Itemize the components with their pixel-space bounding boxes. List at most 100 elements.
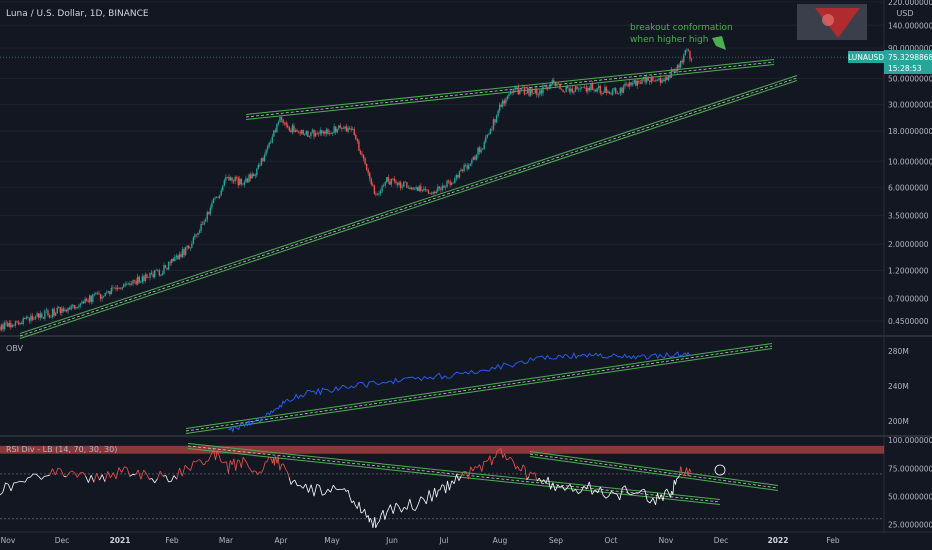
price-candle [84,298,86,304]
rsi-segment [559,485,563,488]
rsi-segment [370,519,373,523]
price-candle [520,87,523,90]
price-candle [68,308,71,310]
price-candle [87,300,89,302]
price-tick-label: 2.0000000 [888,240,929,249]
rsi-segment [564,487,568,491]
price-candle [260,158,263,166]
price-candle [13,325,15,326]
price-candle [282,119,284,123]
rsi-segment [460,471,465,476]
rsi-segment [388,504,391,509]
price-candle [110,288,113,295]
rsi-segment [368,518,371,523]
price-candle [628,82,631,87]
price-candle [576,86,578,90]
rsi-segment [220,461,224,464]
rsi-segment [132,473,136,476]
price-candle [178,254,181,260]
price-candle [580,87,583,89]
rsi-segment [687,468,690,477]
price-candle [235,176,238,178]
price-candle [382,185,385,187]
symbol-title[interactable]: Luna / U.S. Dollar, 1D, BINANCE [6,9,149,19]
ticker-price-badge[interactable]: LUNAUSD 75.32988687 15:28:53 [848,50,932,74]
price-candle [192,237,195,244]
rsi-segment [465,471,469,480]
rsi-segment [390,504,394,514]
rsi-segment [68,470,73,474]
price-candle [466,165,468,169]
rsi-segment [327,488,331,493]
rsi-segment [54,467,59,476]
price-candle [565,85,567,92]
rsi-segment [248,466,251,470]
rsi-segment [398,506,402,513]
price-candle [189,247,191,249]
rsi-segment [107,471,111,478]
rsi-segment [372,521,375,528]
price-candle [212,198,215,203]
rsi-segment [431,487,435,502]
rsi-segment [474,466,478,469]
price-candle [188,245,190,249]
rsi-segment [364,508,367,518]
rsi-segment [375,523,378,528]
price-candle [297,131,300,133]
rsi-segment [588,481,593,495]
rsi-segment [349,497,353,503]
price-candle [205,219,207,222]
rsi-segment [470,466,474,472]
rsi-segment [124,466,128,469]
price-candle [299,132,301,134]
price-candle [686,49,688,51]
rsi-segment [0,492,4,496]
rsi-segment [242,456,246,461]
price-candle [597,85,600,88]
rsi-axis[interactable]: 100.0000000 75.0000000 50.0000000 25.000000… [888,436,932,529]
price-candle [266,146,269,150]
rsi-segment [358,501,362,514]
rsi-segment [244,459,248,463]
price-candle [352,129,354,130]
price-candle [441,185,444,190]
rsi-segment [324,489,329,495]
price-candle [121,287,123,289]
price-candle [347,128,349,132]
price-candle [223,180,226,186]
rsi-segment [313,484,318,497]
price-candle [455,175,458,179]
rsi-segment [377,521,380,524]
price-candle [342,128,345,130]
price-candle [485,137,487,143]
price-candle [8,322,10,327]
price-candle [310,132,312,137]
price-candle [529,88,532,96]
price-candle [163,265,165,274]
rsi-segment [536,477,540,482]
rsi-segment [369,517,372,520]
price-candle [129,283,131,285]
price-axis[interactable]: 220.0000000 140.0000000 90.0000000 50.00000… [888,0,932,326]
obv-title[interactable]: OBV [6,344,24,353]
price-candle [480,149,482,153]
time-tick-label: Nov [1,536,16,545]
price-candle [568,88,570,92]
rsi-segment [575,489,579,494]
price-candle [307,130,309,137]
rsi-trendline-a-lower [187,448,721,505]
price-candle [687,49,690,52]
price-candle [92,294,94,302]
obv-axis[interactable]: 280M 240M 200M [888,347,909,426]
rsi-segment [235,459,238,471]
rsi-segment [569,484,574,492]
price-tick-label: 140.0000000 [888,21,932,30]
price-candle [577,89,580,90]
price-candle [659,77,662,83]
price-candle [666,77,668,81]
obv-trendline-center [185,345,773,432]
rsi-title[interactable]: RSI Div - LB (14, 70, 30, 30) [6,445,117,454]
price-tick-label: 10.0000000 [888,157,932,166]
time-axis[interactable]: Nov Dec 2021 Feb Mar Apr May Jun Jul Aug Sep Oct Nov… [1,536,840,545]
